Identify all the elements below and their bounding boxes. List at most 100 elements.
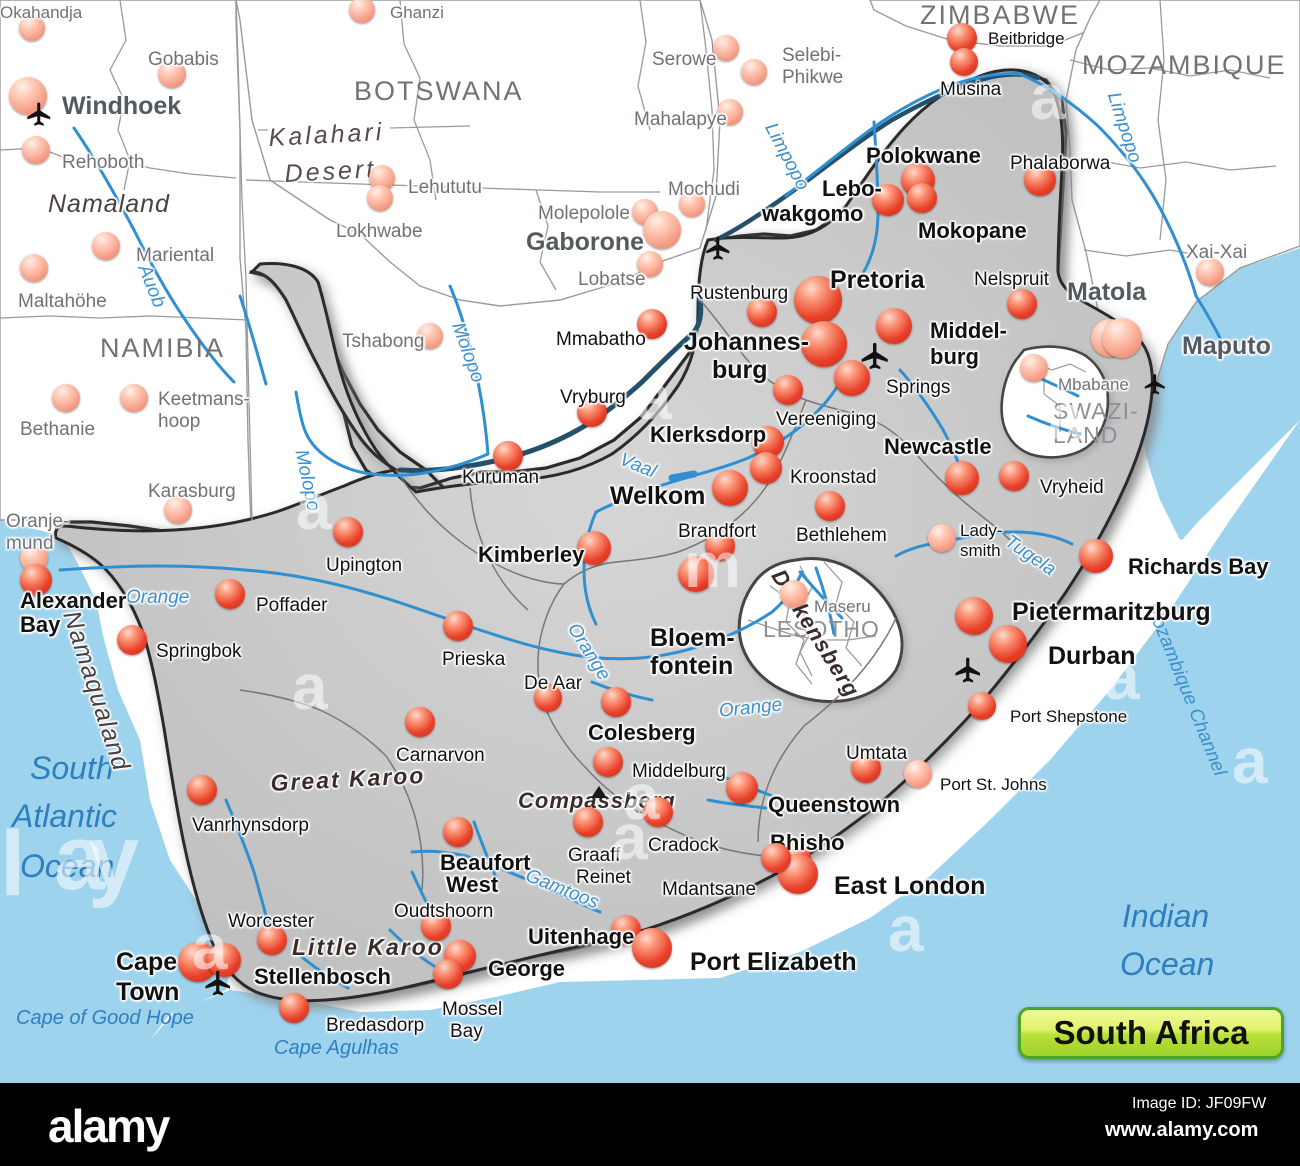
city-marker[interactable]	[643, 211, 681, 249]
city-marker[interactable]	[117, 625, 147, 655]
city-label[interactable]: Mdantsane	[662, 879, 757, 900]
map-canvas[interactable]: ZIMBABWE MOZAMBIQUE BOTSWANA NAMIBIA LESOTHO…	[0, 0, 1300, 1083]
city-label[interactable]: Queenstown	[768, 792, 901, 817]
city-marker[interactable]	[717, 99, 743, 125]
city-label[interactable]: Richards Bay	[1128, 554, 1269, 579]
city-label[interactable]: Bhisho	[770, 830, 845, 855]
city-label[interactable]: Lehututu	[408, 177, 482, 198]
city-label[interactable]: Musina	[940, 79, 1002, 100]
city-label[interactable]: West	[446, 872, 499, 897]
city-label[interactable]: Worcester	[228, 911, 315, 932]
city-label[interactable]: Bethlehem	[796, 525, 887, 546]
city-marker[interactable]	[1196, 258, 1224, 286]
city-marker[interactable]	[928, 524, 956, 552]
city-marker[interactable]	[215, 579, 245, 609]
city-label[interactable]: Keetmans-	[158, 389, 250, 410]
city-label[interactable]: Selebi-	[782, 45, 842, 66]
city-label[interactable]: Middelburg	[632, 761, 726, 782]
city-label[interactable]: Ghanzi	[390, 3, 444, 22]
city-label[interactable]: Middel-	[930, 318, 1007, 343]
city-label[interactable]: Carnarvon	[396, 745, 485, 766]
city-marker[interactable]	[367, 185, 393, 211]
city-label[interactable]: Bloem-	[650, 624, 735, 652]
city-marker[interactable]	[52, 384, 80, 412]
city-marker[interactable]	[643, 797, 673, 827]
city-marker[interactable]	[999, 461, 1029, 491]
city-marker[interactable]	[950, 48, 978, 76]
city-marker[interactable]	[637, 309, 667, 339]
city-marker[interactable]	[22, 136, 50, 164]
city-label[interactable]: Port Shepstone	[1010, 707, 1128, 726]
city-label[interactable]: Vanrhynsdorp	[192, 815, 309, 836]
city-label[interactable]: Phikwe	[782, 67, 844, 88]
city-label[interactable]: Bay	[20, 612, 61, 637]
city-label[interactable]: Springs	[886, 377, 951, 398]
city-label[interactable]: Maseru	[814, 597, 871, 616]
city-label[interactable]: Newcastle	[884, 434, 992, 459]
map-title-badge[interactable]: South Africa	[1018, 1007, 1284, 1059]
city-marker[interactable]	[1020, 354, 1048, 382]
city-marker[interactable]	[601, 687, 631, 717]
city-label[interactable]: Mbabane	[1058, 375, 1129, 394]
city-marker[interactable]	[741, 59, 767, 85]
city-label[interactable]: Bethanie	[20, 419, 96, 440]
city-label[interactable]: wakgomo	[762, 201, 864, 226]
city-marker[interactable]	[945, 461, 979, 495]
city-marker[interactable]	[1079, 539, 1113, 573]
city-marker[interactable]	[433, 959, 463, 989]
city-label[interactable]: hoop	[158, 411, 201, 432]
city-label[interactable]: Welkom	[610, 482, 706, 510]
city-marker[interactable]	[679, 191, 705, 217]
city-marker[interactable]	[747, 297, 777, 327]
city-marker[interactable]	[207, 943, 241, 977]
city-label[interactable]: Matola	[1067, 278, 1147, 306]
city-label[interactable]: Port Elizabeth	[690, 948, 857, 976]
city-label[interactable]: Rustenburg	[690, 283, 789, 304]
city-marker[interactable]	[349, 0, 375, 23]
city-label[interactable]: Vereeniging	[776, 409, 877, 430]
city-marker[interactable]	[968, 692, 996, 720]
city-marker[interactable]	[577, 397, 607, 427]
city-label[interactable]: George	[488, 956, 566, 981]
city-label[interactable]: Polokwane	[866, 143, 981, 168]
city-label[interactable]: Windhoek	[62, 92, 182, 120]
city-label[interactable]: Lokhwabe	[336, 221, 423, 242]
city-marker[interactable]	[712, 470, 748, 506]
city-label[interactable]: Rehoboth	[62, 152, 145, 173]
city-label[interactable]: Mochudi	[668, 179, 740, 200]
city-marker[interactable]	[955, 597, 993, 635]
city-marker[interactable]	[773, 375, 803, 405]
city-label[interactable]: Town	[116, 978, 180, 1006]
city-marker[interactable]	[815, 491, 845, 521]
city-marker[interactable]	[713, 35, 739, 61]
city-label[interactable]: Beaufort	[440, 850, 531, 875]
city-marker[interactable]	[534, 684, 562, 712]
city-marker[interactable]	[761, 843, 791, 873]
city-label[interactable]: Mossel	[442, 999, 503, 1020]
city-label[interactable]: Mokopane	[918, 218, 1027, 243]
city-marker[interactable]	[417, 323, 443, 349]
city-label[interactable]: burg	[930, 344, 979, 369]
city-label[interactable]: Stellenbosch	[254, 964, 391, 989]
city-label[interactable]: Gobabis	[148, 49, 219, 70]
city-label[interactable]: Mariental	[136, 245, 215, 266]
city-marker[interactable]	[333, 517, 363, 547]
city-label[interactable]: Kroonstad	[790, 467, 877, 488]
city-label[interactable]: Xai-Xai	[1186, 242, 1248, 263]
city-marker[interactable]	[801, 321, 847, 367]
city-label[interactable]: Umtata	[846, 743, 908, 764]
city-marker[interactable]	[20, 564, 52, 596]
city-marker[interactable]	[678, 556, 714, 592]
city-label[interactable]: Molepolole	[538, 203, 630, 224]
city-marker[interactable]	[632, 928, 672, 968]
city-label[interactable]: smith	[960, 541, 1001, 560]
city-label[interactable]: Oudtshoorn	[394, 901, 494, 922]
city-label[interactable]: Pretoria	[830, 266, 925, 294]
city-label[interactable]: Johannes-	[684, 328, 810, 356]
city-label[interactable]: Serowe	[652, 49, 717, 70]
city-label[interactable]: fontein	[650, 652, 734, 680]
city-label[interactable]: Phalaborwa	[1010, 153, 1111, 174]
city-marker[interactable]	[872, 184, 904, 216]
city-label[interactable]: Alexander	[20, 588, 127, 613]
city-label[interactable]: Cape	[116, 948, 178, 976]
